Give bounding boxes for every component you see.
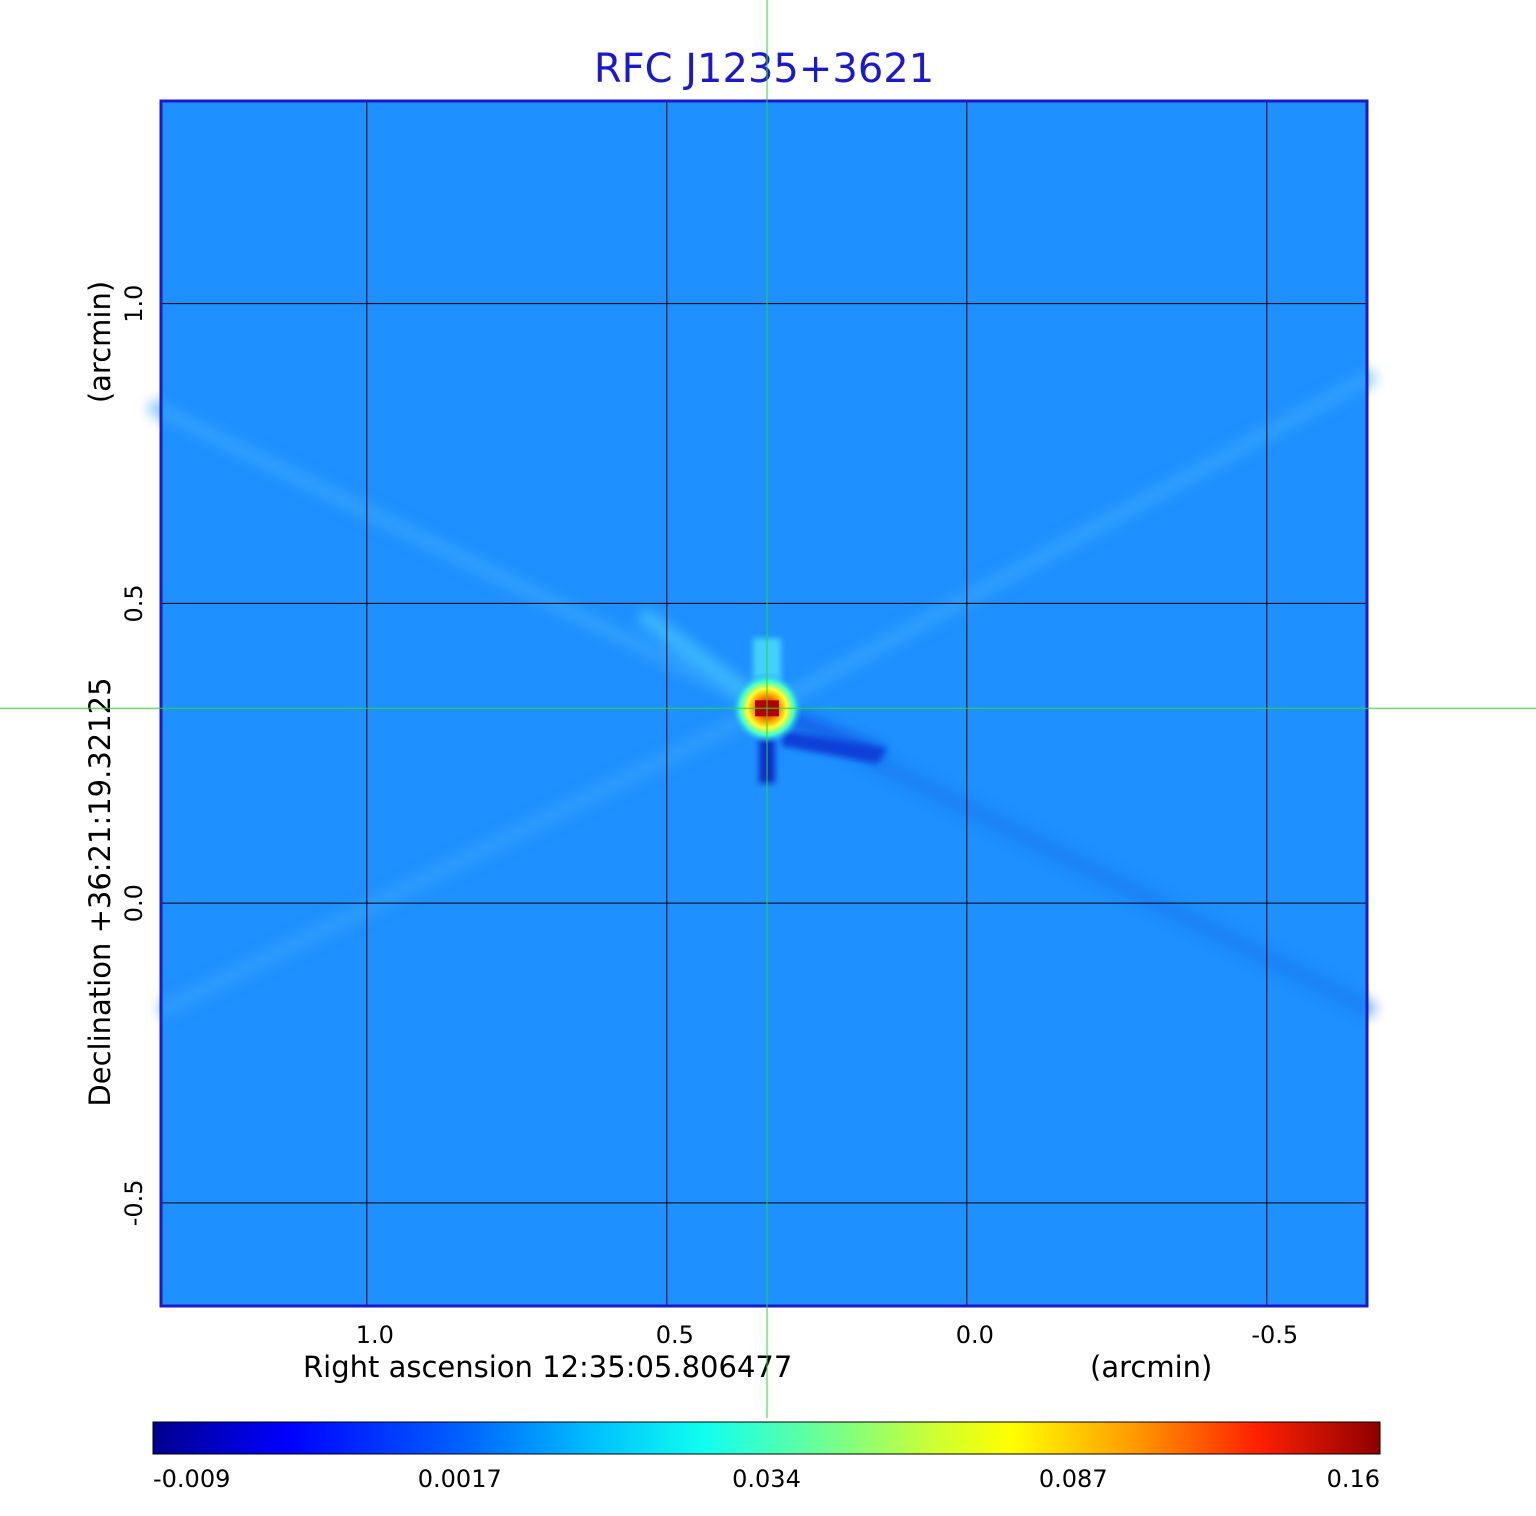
y-tick-label: 1.0 — [120, 285, 148, 323]
colorbar — [152, 1421, 1381, 1455]
y-axis-label: Declination +36:21:19.32125 — [83, 677, 117, 1106]
colorbar-tick-label: 0.16 — [1327, 1465, 1380, 1493]
grid-lines — [161, 101, 1367, 1306]
x-axis-label: Right ascension 12:35:05.806477 — [303, 1350, 792, 1384]
x-tick-label: 0.5 — [656, 1321, 694, 1349]
colorbar-tick-label: 0.034 — [732, 1465, 801, 1493]
y-tick-label: 0.0 — [120, 884, 148, 922]
crosshair — [0, 0, 1536, 1418]
y-tick-label: -0.5 — [120, 1179, 148, 1226]
y-tick-labels: 1.0 0.5 0.0 -0.5 — [120, 285, 148, 1227]
plot-frame — [159, 99, 1369, 1308]
image-field — [148, 101, 1376, 1306]
colorbar-tick-label: 0.0017 — [418, 1465, 502, 1493]
x-tick-label: 0.0 — [956, 1321, 994, 1349]
y-axis-unit: (arcmin) — [83, 281, 117, 403]
y-tick-label: 0.5 — [120, 584, 148, 622]
colorbar-tick-label: -0.009 — [153, 1465, 230, 1493]
x-tick-label: -0.5 — [1251, 1321, 1298, 1349]
sidelobe-streak — [148, 399, 776, 718]
colorbar-tick-labels: -0.009 0.0017 0.034 0.087 0.16 — [153, 1465, 1380, 1493]
negative-lobe — [782, 730, 887, 764]
x-axis-unit: (arcmin) — [1090, 1350, 1212, 1384]
x-tick-label: 1.0 — [356, 1321, 394, 1349]
chart-title: RFC J1235+3621 — [594, 46, 934, 92]
colorbar-tick-label: 0.087 — [1039, 1465, 1108, 1493]
x-tick-labels: 1.0 0.5 0.0 -0.5 — [356, 1321, 1299, 1349]
